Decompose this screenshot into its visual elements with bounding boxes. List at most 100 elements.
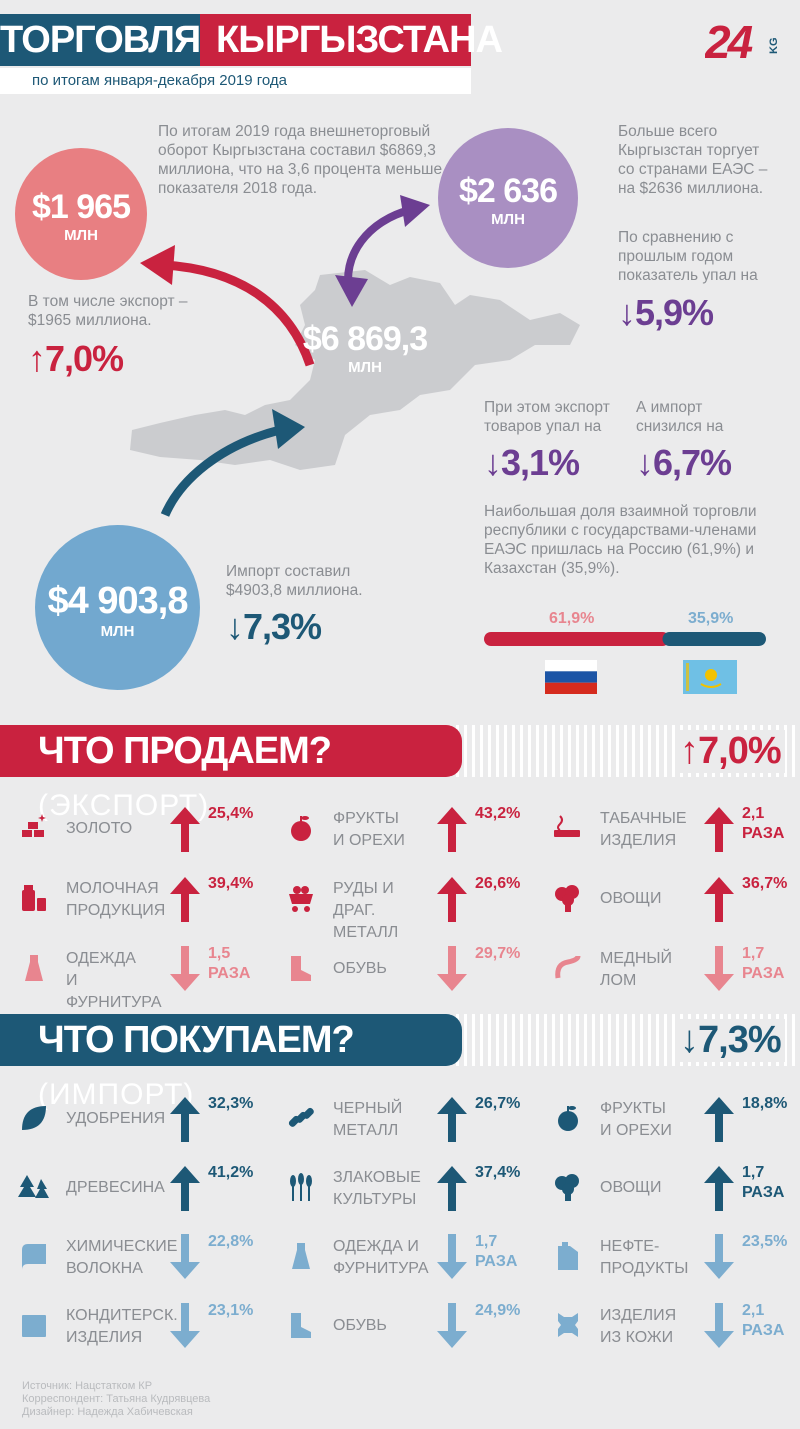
item-label: КОНДИТЕРСК. ИЗДЕЛИЯ [66, 1307, 178, 1346]
eaeu-text: Больше всего Кыргызстан торгует со стран… [618, 123, 768, 197]
arrow-up-icon: ↑ [28, 338, 46, 379]
export-pct-row: ↑7,0% [28, 338, 124, 380]
trade-item: МЕДНЫЙ ЛОМ 1,7 РАЗА [552, 944, 800, 1000]
item-value: 1,7 РАЗА [742, 1164, 785, 1201]
copper-scrap-icon [555, 955, 581, 979]
trade-item: ОВОЩИ 36,7% [552, 874, 800, 930]
title-part-2: КЫРГЫЗСТАНА [200, 14, 503, 66]
dress-icon [25, 955, 43, 981]
boot-icon [291, 1313, 311, 1338]
leather-hide-icon [558, 1313, 578, 1337]
ore-cart-icon [289, 886, 313, 912]
item-label: НЕФТЕ- ПРОДУКТЫ [600, 1238, 689, 1277]
share-bar [484, 632, 766, 646]
trade-item: ОВОЩИ 1,7 РАЗА [552, 1163, 800, 1219]
trade-item: ОБУВЬ 24,9% [285, 1301, 545, 1357]
item-value: 23,1% [208, 1302, 254, 1319]
item-value: 18,8% [742, 1095, 788, 1112]
trade-item: ОДЕЖДА И ФУРНИТУРА 1,7 РАЗА [285, 1232, 545, 1288]
item-value: 26,6% [475, 875, 521, 892]
chocolate-icon [22, 1315, 46, 1337]
export-section-title: ЧТО ПРОДАЕМ? (ЭКСПОРТ) [0, 725, 462, 822]
item-label: ДРЕВЕСИНА [66, 1179, 165, 1196]
arrow-down-icon: ↓ [680, 1019, 699, 1061]
item-label: ОБУВЬ [333, 960, 387, 977]
item-label: ОВОЩИ [600, 890, 662, 907]
import-value: $4 903,8 [47, 580, 189, 622]
arrow-down-icon: ↓ [226, 606, 244, 647]
milk-icon [22, 885, 46, 911]
share-bar-russia [484, 632, 670, 646]
trade-item: ФРУКТЫ И ОРЕХИ 43,2% [285, 804, 545, 860]
trees-icon [18, 1175, 49, 1198]
item-value: 25,4% [208, 805, 254, 822]
item-label: ЗЛАКОВЫЕ КУЛЬТУРЫ [333, 1169, 421, 1208]
trade-item: МОЛОЧНАЯ ПРОДУКЦИЯ 39,4% [18, 874, 278, 930]
eaeu-compare-text: По сравнению с прошлым годом показатель … [618, 229, 758, 284]
wheat-icon [290, 1173, 312, 1201]
subtitle: по итогам января-декабря 2019 года [0, 68, 471, 94]
item-value: 23,5% [742, 1233, 788, 1250]
trade-item: РУДЫ И ДРАГ. МЕТАЛЛ 26,6% [285, 874, 545, 941]
eaeu-export-pct: 3,1% [501, 442, 580, 483]
item-label: ОБУВЬ [333, 1317, 387, 1334]
trade-item: ХИМИЧЕСКИЕ ВОЛОКНА 22,8% [18, 1232, 278, 1288]
trade-item: КОНДИТЕРСК. ИЗДЕЛИЯ 23,1% [18, 1301, 278, 1357]
item-value: 2,1 РАЗА [742, 805, 785, 842]
item-value: 22,8% [208, 1233, 254, 1250]
eaeu-value: $2 636 [459, 172, 558, 210]
total-unit: МЛН [348, 359, 382, 376]
share-bar-kazakhstan [662, 632, 766, 646]
apple-icon [558, 1106, 578, 1131]
item-value: 43,2% [475, 805, 521, 822]
eaeu-pct-row: ↓5,9% [618, 292, 714, 334]
cigarette-icon [554, 815, 580, 837]
import-section-title: ЧТО ПОКУПАЕМ? (ИМПОРТ) [0, 1014, 462, 1111]
item-label: ТАБАЧНЫЕ ИЗДЕЛИЯ [600, 810, 687, 849]
import-unit: МЛН [100, 623, 135, 640]
trade-item: ОБУВЬ 29,7% [285, 944, 545, 1000]
kyrgyzstan-map [130, 270, 580, 470]
item-value: 24,9% [475, 1302, 521, 1319]
item-label: РУДЫ И ДРАГ. МЕТАЛЛ [333, 880, 399, 941]
eaeu-import-pct-row: ↓6,7% [636, 442, 732, 484]
trade-item: ИЗДЕЛИЯ ИЗ КОЖИ 2,1 РАЗА [552, 1301, 800, 1357]
canister-icon [558, 1242, 578, 1270]
arrow-down-icon: ↓ [636, 442, 654, 483]
export-section-pct-row: ↑7,0% [676, 730, 785, 773]
dress-icon [292, 1243, 310, 1269]
import-section-pct-row: ↓7,3% [676, 1019, 785, 1062]
export-circle: $1 965 МЛН [15, 148, 147, 280]
credits-correspondent: Корреспондент: Татьяна Кудрявцева [22, 1393, 211, 1405]
boot-icon [291, 956, 311, 981]
item-label: ОДЕЖДА И ФУРНИТУРА [66, 950, 162, 1011]
broccoli-icon [555, 1174, 579, 1201]
item-label: ЧЕРНЫЙ МЕТАЛЛ [333, 1100, 403, 1139]
item-label: ОДЕЖДА И ФУРНИТУРА [333, 1238, 429, 1277]
trade-item: ФРУКТЫ И ОРЕХИ 18,8% [552, 1094, 800, 1150]
item-label: ХИМИЧЕСКИЕ ВОЛОКНА [66, 1238, 178, 1277]
trade-item: УДОБРЕНИЯ 32,3% [18, 1094, 278, 1150]
trade-item: ОДЕЖДА И ФУРНИТУРА 1,5 РАЗА [18, 944, 278, 1011]
svg-text:KG: KG [768, 38, 780, 55]
item-value: 41,2% [208, 1164, 254, 1181]
item-label: ОВОЩИ [600, 1179, 662, 1196]
item-value: 39,4% [208, 875, 254, 892]
eaeu-export-text: При этом экспорт товаров упал на [484, 399, 610, 435]
kazakhstan-flag-icon [683, 660, 737, 694]
russia-share-label: 61,9% [549, 610, 595, 627]
arrow-up-icon: ↑ [680, 730, 699, 772]
trade-item: НЕФТЕ- ПРОДУКТЫ 23,5% [552, 1232, 800, 1288]
import-circle: $4 903,8 МЛН [35, 525, 200, 690]
title-part-1: ТОРГОВЛЯ [0, 14, 201, 66]
trade-item: ДРЕВЕСИНА 41,2% [18, 1163, 278, 1219]
import-title: ЧТО ПОКУПАЕМ? [38, 1019, 355, 1061]
import-title-sub: (ИМПОРТ) [38, 1078, 195, 1111]
eaeu-circle: $2 636 МЛН [438, 128, 578, 268]
share-text: Наибольшая доля взаимной торговли респуб… [484, 503, 757, 577]
apple-icon [291, 816, 311, 841]
arrow-down-icon: ↓ [618, 292, 636, 333]
russia-flag-icon [545, 660, 597, 694]
eaeu-export-pct-row: ↓3,1% [484, 442, 580, 484]
item-value: 37,4% [475, 1164, 521, 1181]
